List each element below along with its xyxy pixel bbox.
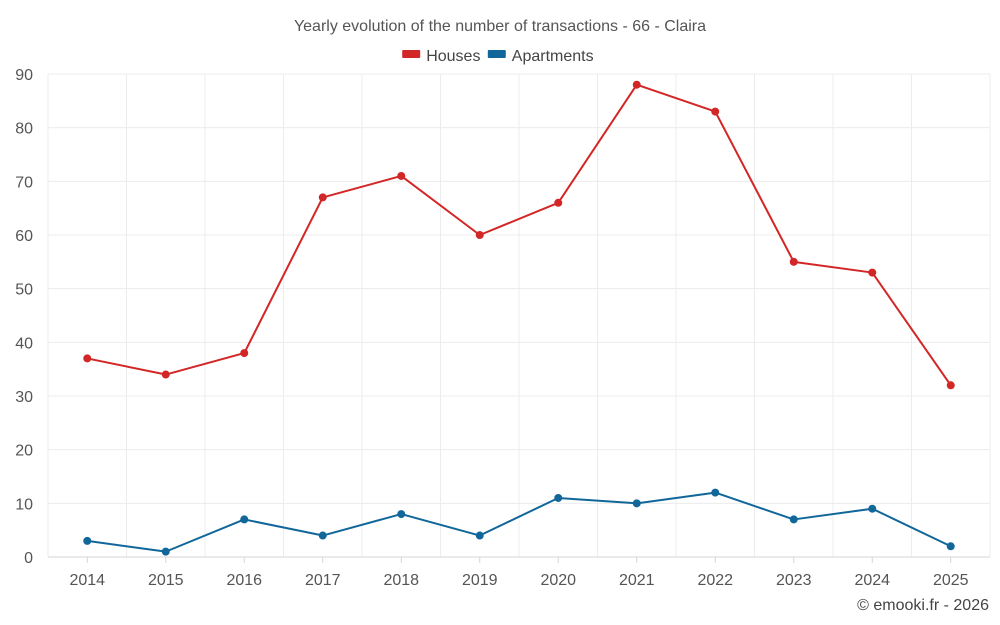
data-point-apartments xyxy=(397,510,406,519)
data-point-houses xyxy=(161,370,170,379)
credit-text: © emooki.fr - 2026 xyxy=(857,597,989,614)
data-point-houses xyxy=(632,80,641,89)
y-tick-label: 40 xyxy=(15,335,33,352)
chart-title: Yearly evolution of the number of transa… xyxy=(294,18,706,35)
data-point-apartments xyxy=(83,536,92,545)
x-tick-label: 2019 xyxy=(462,572,498,589)
x-tick-label: 2022 xyxy=(697,572,733,589)
chart-legend: Houses Apartments xyxy=(402,48,594,65)
x-tick-label: 2015 xyxy=(148,572,184,589)
axes: 0 10 20 30 40 50 60 70 80 90 2014 2015 2016 2017 2018 2… xyxy=(15,67,990,589)
data-point-apartments xyxy=(711,488,720,497)
data-point-apartments xyxy=(632,499,641,508)
legend-swatch-apartments xyxy=(487,50,506,58)
data-point-houses xyxy=(868,268,877,277)
x-tick-label: 2016 xyxy=(226,572,262,589)
data-point-houses xyxy=(711,107,720,116)
data-point-apartments xyxy=(868,504,877,513)
x-tick-label: 2023 xyxy=(776,572,812,589)
data-point-houses xyxy=(240,349,249,358)
legend-item-houses: Houses xyxy=(402,48,480,65)
data-point-apartments xyxy=(475,531,484,540)
legend-label-apartments: Apartments xyxy=(512,48,594,65)
series-apartments xyxy=(83,488,955,556)
data-point-houses xyxy=(318,193,327,202)
x-tick-label: 2025 xyxy=(933,572,969,589)
series-line-apartments xyxy=(87,491,952,553)
data-point-houses xyxy=(475,231,484,239)
series-houses xyxy=(83,80,955,390)
y-tick-label: 30 xyxy=(15,389,33,406)
y-tick-label: 50 xyxy=(15,282,33,299)
y-tick-label: 0 xyxy=(24,550,33,567)
x-tick-label: 2017 xyxy=(305,572,341,589)
data-point-houses xyxy=(789,257,798,266)
x-tick-label: 2020 xyxy=(540,572,576,589)
legend-item-apartments: Apartments xyxy=(487,48,594,65)
x-tick-label: 2021 xyxy=(619,572,655,589)
data-point-apartments xyxy=(318,531,327,540)
y-tick-label: 70 xyxy=(15,174,33,191)
data-point-houses xyxy=(946,381,955,390)
y-tick-label: 10 xyxy=(15,496,33,513)
data-point-houses xyxy=(83,354,92,363)
legend-swatch-houses xyxy=(402,50,421,58)
y-tick-label: 80 xyxy=(15,121,33,138)
data-point-houses xyxy=(397,171,406,180)
y-tick-label: 20 xyxy=(15,443,33,460)
data-point-houses xyxy=(554,198,563,207)
grid-lines xyxy=(47,73,991,557)
data-point-apartments xyxy=(240,515,249,524)
series-layer xyxy=(83,80,955,556)
x-tick-label: 2018 xyxy=(383,572,419,589)
y-tick-label: 60 xyxy=(15,228,33,245)
series-line-houses xyxy=(87,83,952,386)
data-point-apartments xyxy=(161,547,170,556)
y-tick-label: 90 xyxy=(15,67,33,84)
data-point-apartments xyxy=(946,542,955,551)
x-tick-label: 2014 xyxy=(69,572,105,589)
legend-label-houses: Houses xyxy=(426,48,480,65)
data-point-apartments xyxy=(554,493,563,502)
x-tick-label: 2024 xyxy=(854,572,890,589)
data-point-apartments xyxy=(789,515,798,524)
